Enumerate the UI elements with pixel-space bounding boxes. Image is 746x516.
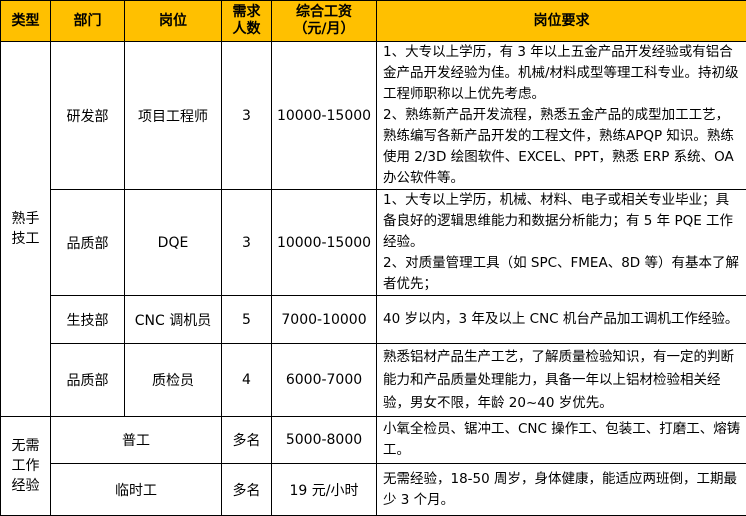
- count-cell: 多名: [222, 417, 272, 464]
- table-row: 品质部 DQE 3 10000-15000 1、大专以上学历，机械、材料、电子或…: [1, 190, 746, 296]
- salary-cell: 6000-7000: [272, 344, 377, 417]
- salary-cell: 19 元/小时: [272, 464, 377, 516]
- type-cell: 无需工作经验: [1, 417, 51, 516]
- count-cell: 3: [222, 190, 272, 296]
- position-cell: 普工: [51, 417, 222, 464]
- count-cell: 4: [222, 344, 272, 417]
- requirements-cell: 熟悉铝材产品生产工艺，了解质量检验知识，有一定的判断能力和产品质量处理能力，具备…: [377, 344, 746, 417]
- requirements-cell: 1、大专以上学历，机械、材料、电子或相关专业毕业；具备良好的逻辑思维能力和数据分…: [377, 190, 746, 296]
- header-type: 类型: [1, 1, 51, 42]
- table-row: 品质部 质检员 4 6000-7000 熟悉铝材产品生产工艺，了解质量检验知识，…: [1, 344, 746, 417]
- salary-cell: 7000-10000: [272, 296, 377, 344]
- count-cell: 多名: [222, 464, 272, 516]
- salary-cell: 10000-15000: [272, 42, 377, 190]
- count-cell: 5: [222, 296, 272, 344]
- header-salary: 综合工资（元/月）: [272, 1, 377, 42]
- dept-cell: 品质部: [51, 190, 125, 296]
- dept-cell: 品质部: [51, 344, 125, 417]
- requirements-cell: 40 岁以内，3 年及以上 CNC 机台产品加工调机工作经验。: [377, 296, 746, 344]
- table-row: 生技部 CNC 调机员 5 7000-10000 40 岁以内，3 年及以上 C…: [1, 296, 746, 344]
- count-cell: 3: [222, 42, 272, 190]
- dept-cell: 研发部: [51, 42, 125, 190]
- requirements-cell: 1、大专以上学历，有 3 年以上五金产品开发经验或有铝合金产品开发经验为佳。机械…: [377, 42, 746, 190]
- position-cell: 项目工程师: [125, 42, 222, 190]
- position-cell: 临时工: [51, 464, 222, 516]
- type-cell: 熟手技工: [1, 42, 51, 417]
- salary-cell: 5000-8000: [272, 417, 377, 464]
- dept-cell: 生技部: [51, 296, 125, 344]
- position-cell: DQE: [125, 190, 222, 296]
- table-row: 熟手技工 研发部 项目工程师 3 10000-15000 1、大专以上学历，有 …: [1, 42, 746, 190]
- requirements-cell: 无需经验，18-50 周岁，身体健康，能适应两班倒，工期最少 3 个月。: [377, 464, 746, 516]
- position-cell: 质检员: [125, 344, 222, 417]
- header-position: 岗位: [125, 1, 222, 42]
- position-cell: CNC 调机员: [125, 296, 222, 344]
- requirements-cell: 小氧全检员、锯冲工、CNC 操作工、包装工、打磨工、熔铸工。: [377, 417, 746, 464]
- table-row: 临时工 多名 19 元/小时 无需经验，18-50 周岁，身体健康，能适应两班倒…: [1, 464, 746, 516]
- table-row: 无需工作经验 普工 多名 5000-8000 小氧全检员、锯冲工、CNC 操作工…: [1, 417, 746, 464]
- salary-cell: 10000-15000: [272, 190, 377, 296]
- header-count: 需求人数: [222, 1, 272, 42]
- header-dept: 部门: [51, 1, 125, 42]
- header-row: 类型 部门 岗位 需求人数 综合工资（元/月） 岗位要求: [1, 1, 746, 42]
- header-requirements: 岗位要求: [377, 1, 746, 42]
